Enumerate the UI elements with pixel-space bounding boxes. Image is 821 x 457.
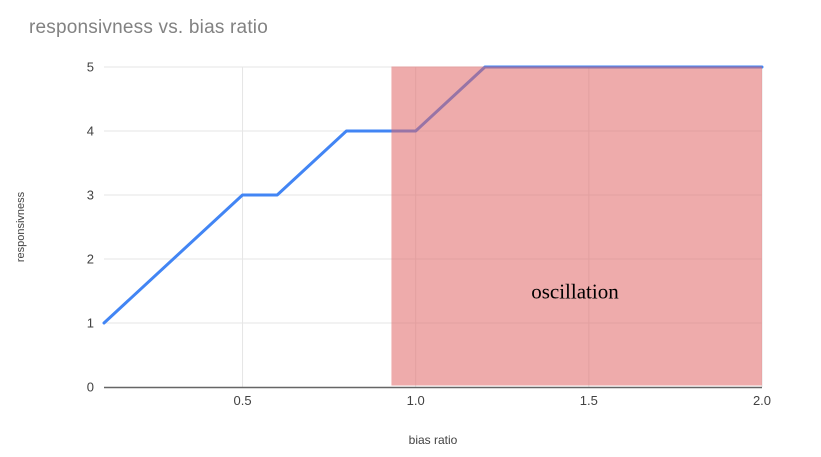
x-axis-title: bias ratio — [409, 433, 458, 447]
y-tick-label: 3 — [87, 188, 94, 203]
x-tick-label: 1.0 — [407, 393, 425, 408]
y-tick-label: 5 — [87, 60, 94, 75]
oscillation-region — [391, 66, 762, 386]
y-tick-label: 1 — [87, 316, 94, 331]
y-tick-label: 4 — [87, 124, 94, 139]
x-tick-label: 0.5 — [233, 393, 251, 408]
x-tick-label: 1.5 — [580, 393, 598, 408]
y-tick-label: 2 — [87, 252, 94, 267]
y-axis-title: responsivness — [15, 191, 27, 262]
x-tick-label: 2.0 — [753, 393, 771, 408]
y-tick-label: 0 — [87, 380, 94, 395]
chart-title: responsivness vs. bias ratio — [29, 17, 268, 38]
oscillation-label: oscillation — [531, 279, 619, 303]
